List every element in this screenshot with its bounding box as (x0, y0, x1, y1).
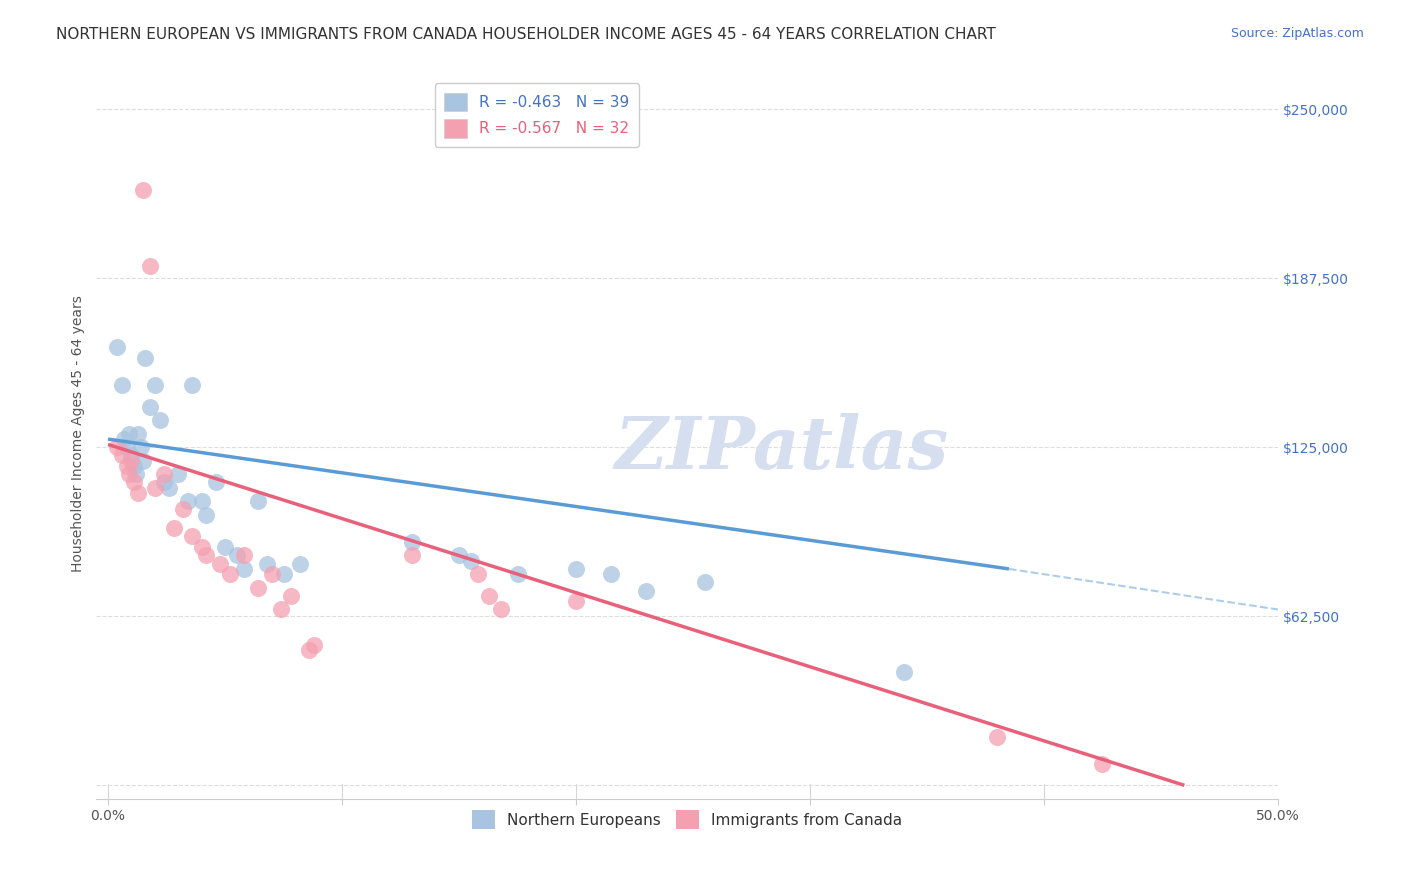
Point (132, 183, 155, 197)
Point (120, 454, 142, 468)
Point (125, 467, 148, 482)
Point (129, 440, 152, 454)
Text: Source: ZipAtlas.com: Source: ZipAtlas.com (1230, 27, 1364, 40)
Point (447, 549, 470, 563)
Point (111, 378, 134, 392)
Point (118, 426, 141, 441)
Point (153, 467, 176, 482)
Point (478, 589, 501, 603)
Point (280, 589, 302, 603)
Point (246, 581, 269, 595)
Point (139, 259, 162, 273)
Point (111, 448, 134, 462)
Point (120, 448, 142, 462)
Point (190, 494, 212, 508)
Point (893, 665, 915, 679)
Point (288, 557, 311, 571)
Point (139, 400, 162, 414)
Point (157, 481, 180, 495)
Point (209, 557, 232, 571)
Point (302, 638, 325, 652)
Point (118, 467, 141, 482)
Point (190, 541, 212, 555)
Point (143, 378, 166, 392)
Point (986, 730, 1008, 744)
Point (127, 426, 149, 441)
Point (115, 459, 138, 474)
Text: NORTHERN EUROPEAN VS IMMIGRANTS FROM CANADA HOUSEHOLDER INCOME AGES 45 - 64 YEAR: NORTHERN EUROPEAN VS IMMIGRANTS FROM CAN… (56, 27, 995, 42)
Point (232, 549, 254, 563)
Point (112, 432, 135, 446)
Point (565, 562, 588, 576)
Point (134, 351, 156, 365)
Point (195, 508, 218, 522)
Point (172, 502, 194, 516)
Point (127, 486, 149, 500)
Y-axis label: Householder Income Ages 45 - 64 years: Householder Income Ages 45 - 64 years (72, 295, 86, 572)
Point (148, 413, 170, 427)
Point (143, 481, 166, 495)
Point (162, 521, 184, 535)
Point (693, 575, 716, 590)
Point (489, 602, 512, 616)
Point (107, 340, 129, 354)
Point (260, 567, 283, 582)
Point (181, 378, 204, 392)
Point (115, 440, 138, 454)
Point (401, 534, 423, 549)
Point (167, 467, 190, 482)
Point (132, 454, 155, 468)
Point (122, 459, 145, 474)
Text: ZIPatlas: ZIPatlas (614, 413, 949, 483)
Point (122, 475, 145, 490)
Point (256, 557, 278, 571)
Point (270, 602, 292, 616)
Point (232, 562, 254, 576)
Point (214, 541, 236, 555)
Point (401, 549, 423, 563)
Point (218, 567, 240, 582)
Legend: Northern Europeans, Immigrants from Canada: Northern Europeans, Immigrants from Cana… (465, 805, 908, 835)
Point (225, 549, 247, 563)
Point (1091, 756, 1114, 771)
Point (204, 475, 226, 490)
Point (246, 494, 269, 508)
Point (636, 583, 658, 598)
Point (195, 549, 218, 563)
Point (153, 475, 176, 490)
Point (176, 494, 198, 508)
Point (273, 567, 295, 582)
Point (298, 643, 321, 657)
Point (600, 567, 623, 582)
Point (460, 554, 482, 568)
Point (181, 529, 204, 543)
Point (506, 567, 529, 582)
Point (467, 567, 489, 582)
Point (565, 594, 588, 608)
Point (107, 440, 129, 454)
